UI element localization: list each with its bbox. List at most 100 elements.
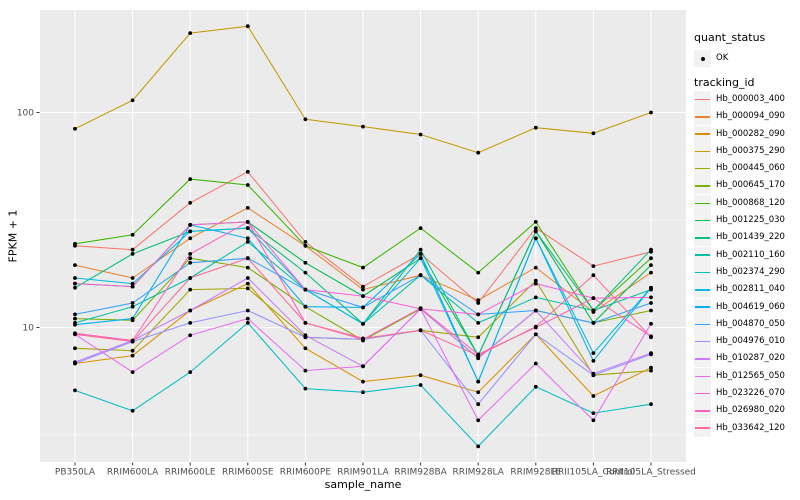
data-point [188,229,193,234]
data-point [418,252,423,256]
data-point [533,384,538,389]
data-point [188,321,193,325]
legend-item-label: Hb_023226_070 [716,388,785,399]
legend-item-Hb_000645_170: Hb_000645_170 [694,177,798,195]
data-point [476,312,481,317]
data-point [73,241,77,246]
data-point [476,356,481,361]
data-point [303,287,308,292]
data-point [533,295,538,300]
data-point [476,150,481,155]
data-point [73,263,77,267]
data-point [73,322,77,327]
data-point [591,358,596,363]
data-point [130,301,135,305]
data-point [591,131,596,136]
legend-key [694,160,711,178]
data-point [533,332,538,337]
data-point [245,265,250,270]
legend-item-Hb_002110_160: Hb_002110_160 [694,246,798,264]
data-point [130,247,135,252]
data-point [591,321,596,325]
data-point [188,252,193,256]
data-point [303,346,308,351]
legend-line-swatch [695,133,710,135]
data-point [591,351,596,355]
data-point [303,270,308,275]
legend-line-swatch [695,340,710,343]
data-point [533,278,538,283]
legend-line-swatch [695,237,710,239]
x-tick-label: RRII105LA_Stressed [606,468,696,478]
data-point [245,206,250,210]
data-point [649,365,653,370]
legend-item-Hb_000094_090: Hb_000094_090 [694,108,798,126]
data-point [649,270,653,275]
data-point [418,273,423,278]
legend-key [694,246,711,264]
legend-key [694,125,711,143]
legend-line-swatch [695,271,710,274]
data-point [591,371,596,376]
data-point [188,333,193,338]
data-point [188,260,193,265]
data-point [649,263,653,267]
data-point [418,383,423,387]
data-point [649,110,653,115]
data-point [245,226,250,231]
legend-line-swatch [695,202,710,205]
legend-item-Hb_002374_290: Hb_002374_290 [694,263,798,281]
data-point [533,361,538,366]
data-point [245,169,250,174]
legend-line-swatch [695,254,710,256]
data-point [361,124,365,129]
data-point [73,312,77,317]
data-point [130,316,135,321]
data-point [73,281,77,286]
legend-line-swatch [695,427,710,429]
data-point [361,284,365,289]
data-point [649,308,653,313]
data-point [188,370,193,374]
data-point [591,418,596,423]
legend-line-swatch [695,185,710,187]
legend-item-Hb_000445_060: Hb_000445_060 [694,160,798,178]
data-point [418,132,423,137]
legend-key [694,263,711,281]
data-point [245,286,250,291]
x-tick-label: RRIM600PE [280,468,332,478]
data-point [130,232,135,237]
legend-key [694,367,711,385]
data-point [649,351,653,355]
data-point [533,226,538,231]
x-tick-label: RRIM928LA [452,468,504,478]
x-tick-label: RRIM600LE [165,468,216,478]
data-point [533,220,538,224]
legend-item-Hb_026980_020: Hb_026980_020 [694,402,798,420]
legend-key [694,212,711,230]
data-point [245,321,250,325]
data-point [73,388,77,393]
data-point [130,276,135,280]
data-point [476,270,481,275]
legend-item-label: Hb_000094_090 [716,111,785,122]
data-point [533,308,538,313]
data-point [649,295,653,300]
data-point [361,379,365,384]
legend-key [694,350,711,368]
data-point [130,353,135,358]
data-point [361,390,365,395]
data-point [591,394,596,398]
data-point [649,402,653,407]
data-point [245,281,250,286]
legend-line-swatch [695,358,710,360]
data-point [73,360,77,364]
legend-item-Hb_000868_120: Hb_000868_120 [694,194,798,212]
legend-line-swatch [695,167,710,170]
legend-item-label: Hb_002811_040 [716,284,785,295]
ok-point-icon [700,56,705,61]
legend-item-Hb_004976_010: Hb_004976_010 [694,333,798,351]
legend-item-label: Hb_004870_050 [716,318,785,329]
y-axis-title: FPKM + 1 [6,209,20,263]
data-point [418,247,423,252]
